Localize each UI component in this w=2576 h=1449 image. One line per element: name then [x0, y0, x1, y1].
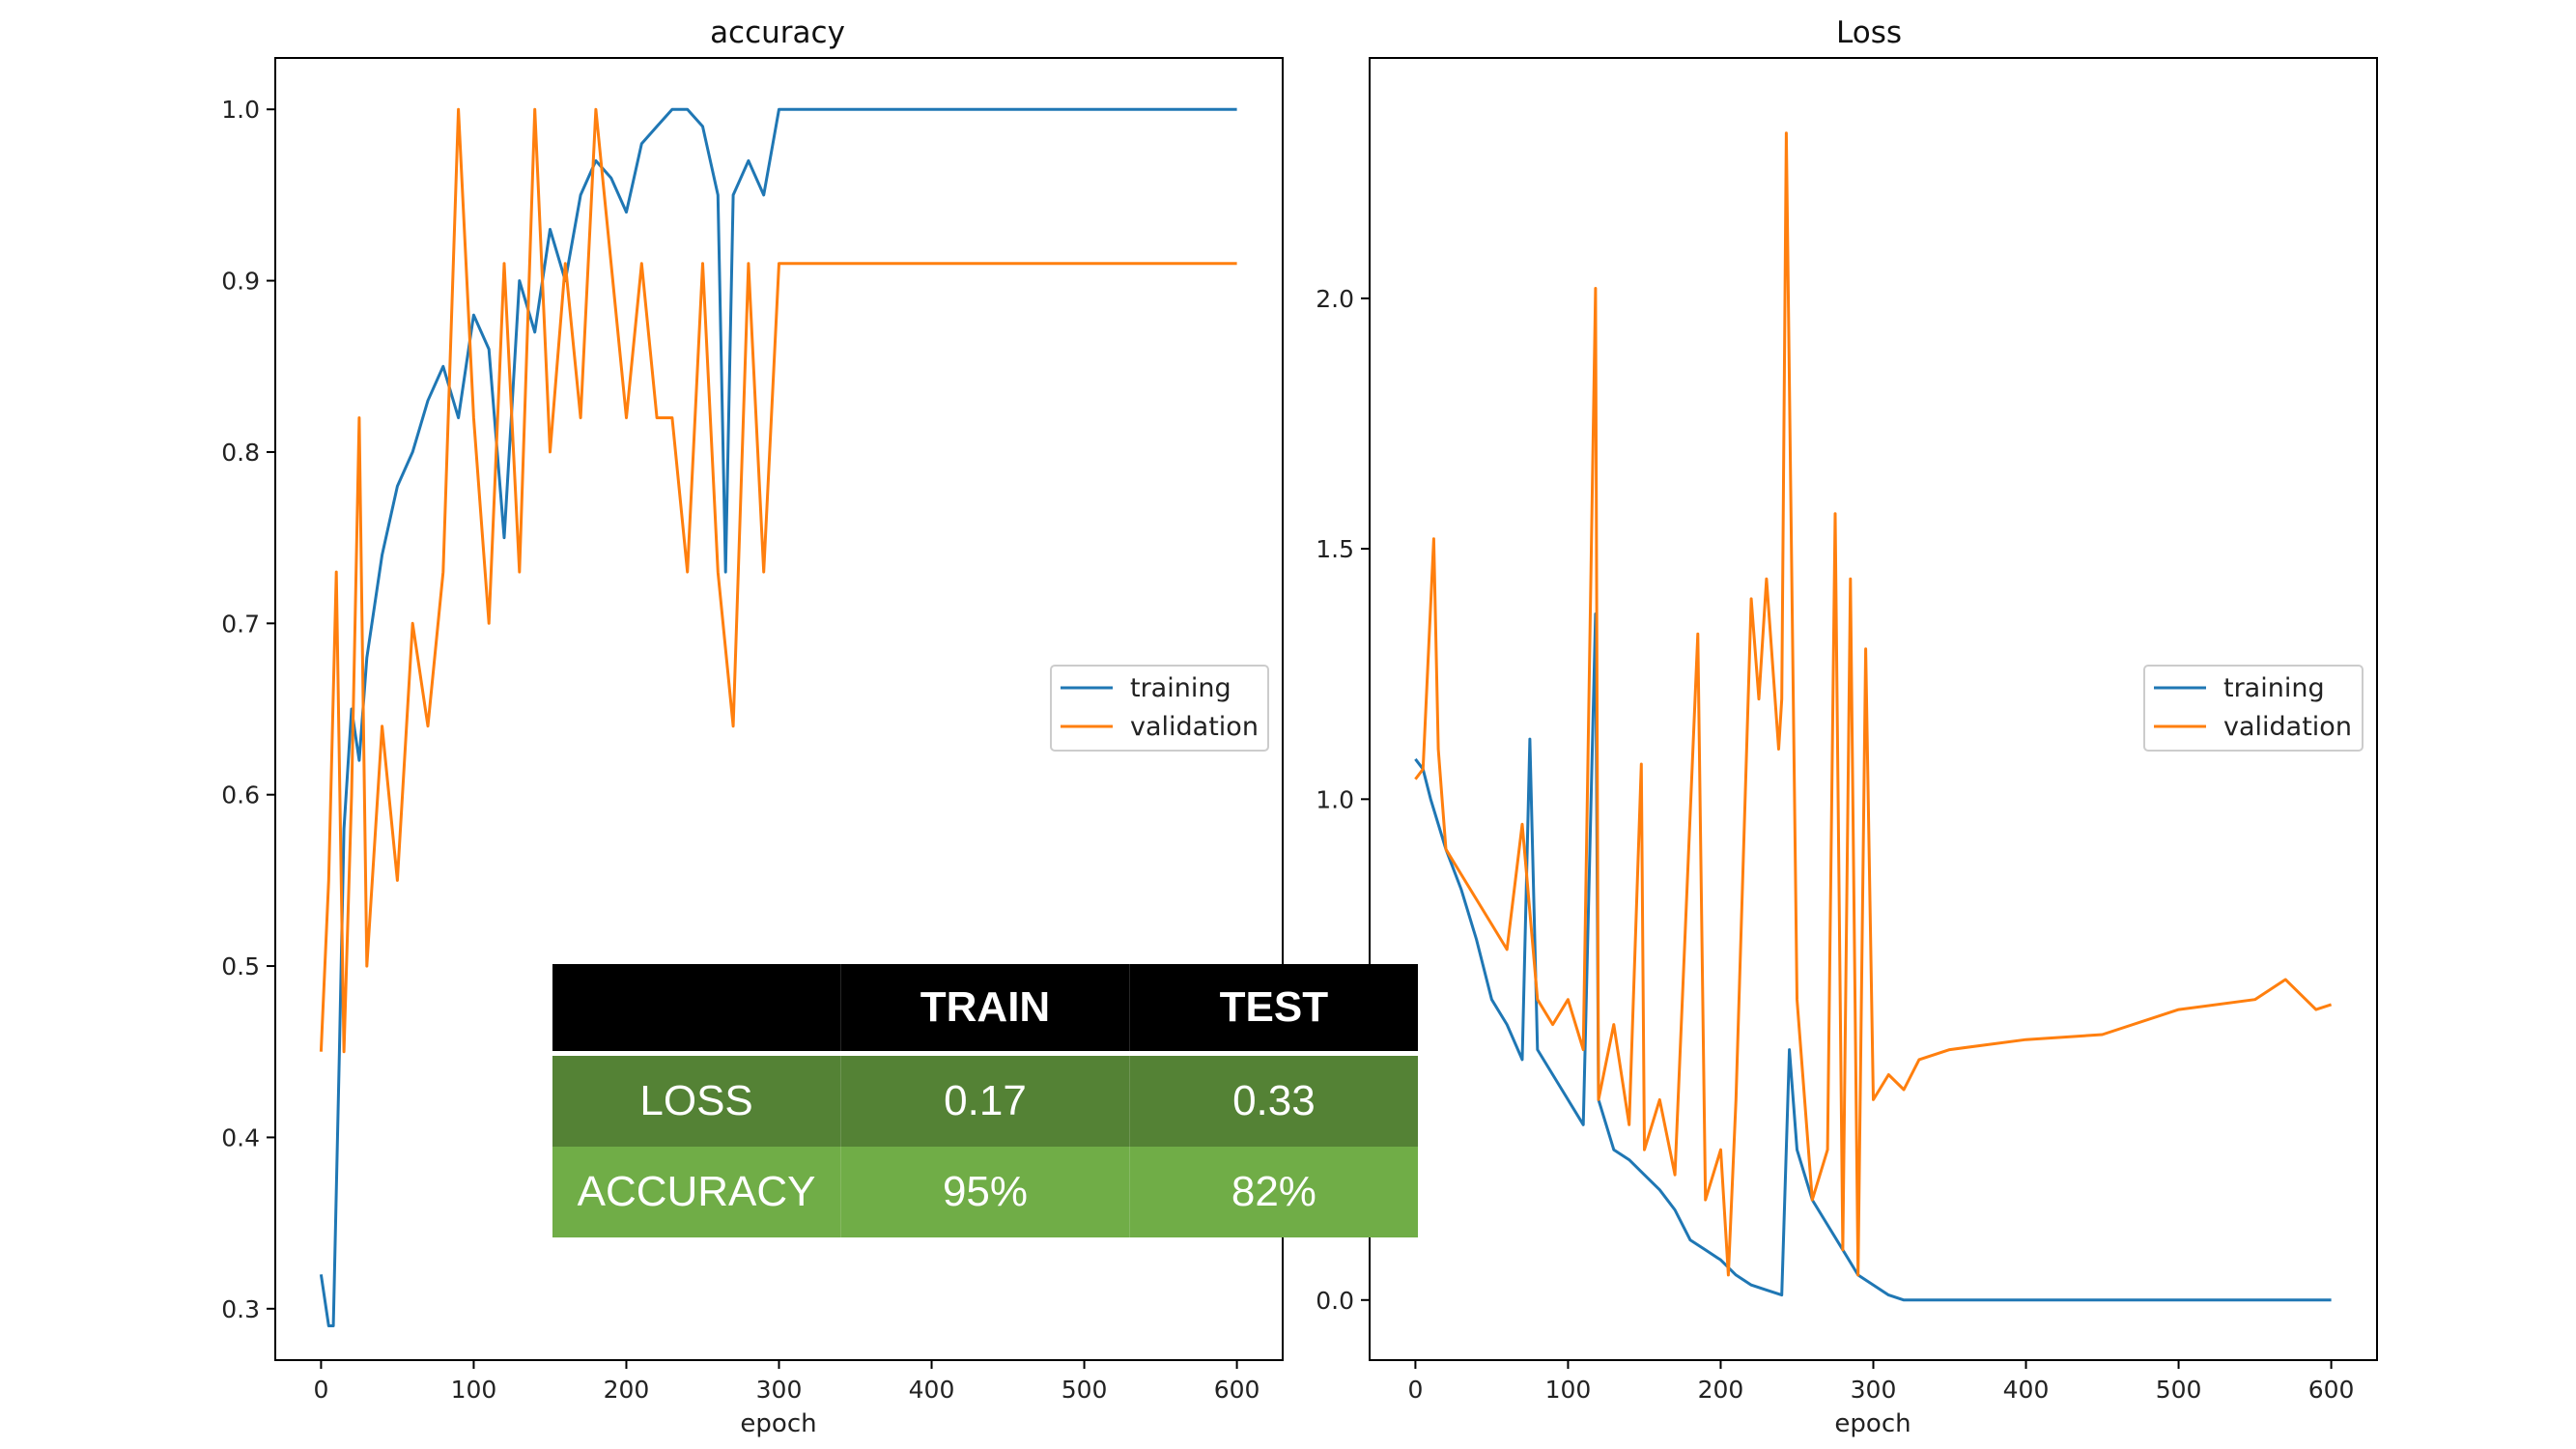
loss-x-tick-label: 500 [2156, 1376, 2202, 1404]
table-header-row: TRAIN TEST [552, 964, 1418, 1054]
loss-x-axis-label: epoch [1834, 1409, 1911, 1438]
loss-legend: training validation [2143, 665, 2364, 752]
table-header-test: TEST [1128, 964, 1418, 1054]
accuracy-chart-title: accuracy [710, 15, 845, 50]
table-row-loss: LOSS 0.17 0.33 [552, 1053, 1418, 1147]
accuracy-y-tick-label: 0.6 [221, 781, 260, 810]
accuracy-y-tick-label: 1.0 [221, 96, 260, 124]
accuracy-x-tick-label: 100 [451, 1376, 497, 1404]
loss-y-tick-label: 0.0 [1316, 1287, 1354, 1315]
accuracy-series-layer [319, 107, 1237, 1327]
accuracy-x-tick-label: 200 [604, 1376, 650, 1404]
accuracy-y-tick-label: 0.4 [221, 1123, 260, 1151]
accuracy-y-tick-label: 0.3 [221, 1295, 260, 1323]
table-header-blank [552, 964, 841, 1054]
table-header-train: TRAIN [840, 964, 1130, 1054]
accuracy-legend-validation-label: validation [1130, 712, 1259, 742]
accuracy-x-tick-label: 500 [1062, 1376, 1108, 1404]
loss-chart-title: Loss [1836, 15, 1902, 50]
loss-x-tick-label: 600 [2308, 1376, 2355, 1404]
table-row-accuracy: ACCURACY 95% 82% [552, 1147, 1418, 1237]
accuracy-x-axis-label: epoch [740, 1409, 816, 1438]
accuracy-x-tick-label: 300 [756, 1376, 803, 1404]
loss-x-ticks: 0 100 200 300 400 500 600 [1407, 1360, 2354, 1404]
loss-x-tick-label: 400 [2003, 1376, 2050, 1404]
results-table: TRAIN TEST LOSS 0.17 0.33 ACCURACY 95% 8… [552, 964, 1418, 1237]
accuracy-y-tick-label: 0.7 [221, 610, 260, 638]
loss-x-tick-label: 200 [1698, 1376, 1744, 1404]
table-cell-test: 0.33 [1128, 1053, 1418, 1147]
loss-y-tick-label: 2.0 [1316, 285, 1354, 313]
accuracy-legend: training validation [1050, 665, 1269, 752]
accuracy-legend-training-label: training [1130, 673, 1231, 703]
loss-series-validation [1414, 131, 2333, 1277]
loss-series-layer [1414, 131, 2333, 1302]
accuracy-x-tick-label: 0 [313, 1376, 328, 1404]
accuracy-series-validation [319, 107, 1237, 1054]
table-cell-train: 0.17 [840, 1053, 1130, 1147]
accuracy-x-tick-label: 400 [909, 1376, 955, 1404]
loss-legend-validation-label: validation [2223, 712, 2352, 742]
loss-y-tick-label: 1.5 [1316, 535, 1354, 563]
loss-x-tick-label: 100 [1545, 1376, 1592, 1404]
table-cell-label: LOSS [552, 1053, 841, 1147]
accuracy-x-tick-label: 600 [1214, 1376, 1260, 1404]
accuracy-chart: accuracy 0 100 200 300 400 500 600 0.30.40.50.… [221, 15, 1284, 1438]
loss-series-training [1414, 612, 2332, 1302]
accuracy-y-ticks: 0.3 0.4 0.5 0.6 0.7 0.8 0.9 1.0 [221, 96, 275, 1323]
accuracy-x-ticks: 0 100 200 300 400 500 600 [313, 1360, 1260, 1404]
loss-legend-training-label: training [2223, 673, 2325, 703]
table-cell-train: 95% [840, 1147, 1130, 1237]
table-cell-test: 82% [1128, 1147, 1418, 1237]
accuracy-y-tick-label: 0.9 [221, 268, 260, 296]
accuracy-y-tick-label: 0.8 [221, 439, 260, 467]
loss-x-tick-label: 0 [1407, 1376, 1423, 1404]
loss-y-tick-label: 1.0 [1316, 785, 1354, 813]
table-cell-label: ACCURACY [552, 1147, 841, 1237]
accuracy-y-tick-label: 0.5 [221, 952, 260, 980]
loss-x-tick-label: 300 [1851, 1376, 1897, 1404]
